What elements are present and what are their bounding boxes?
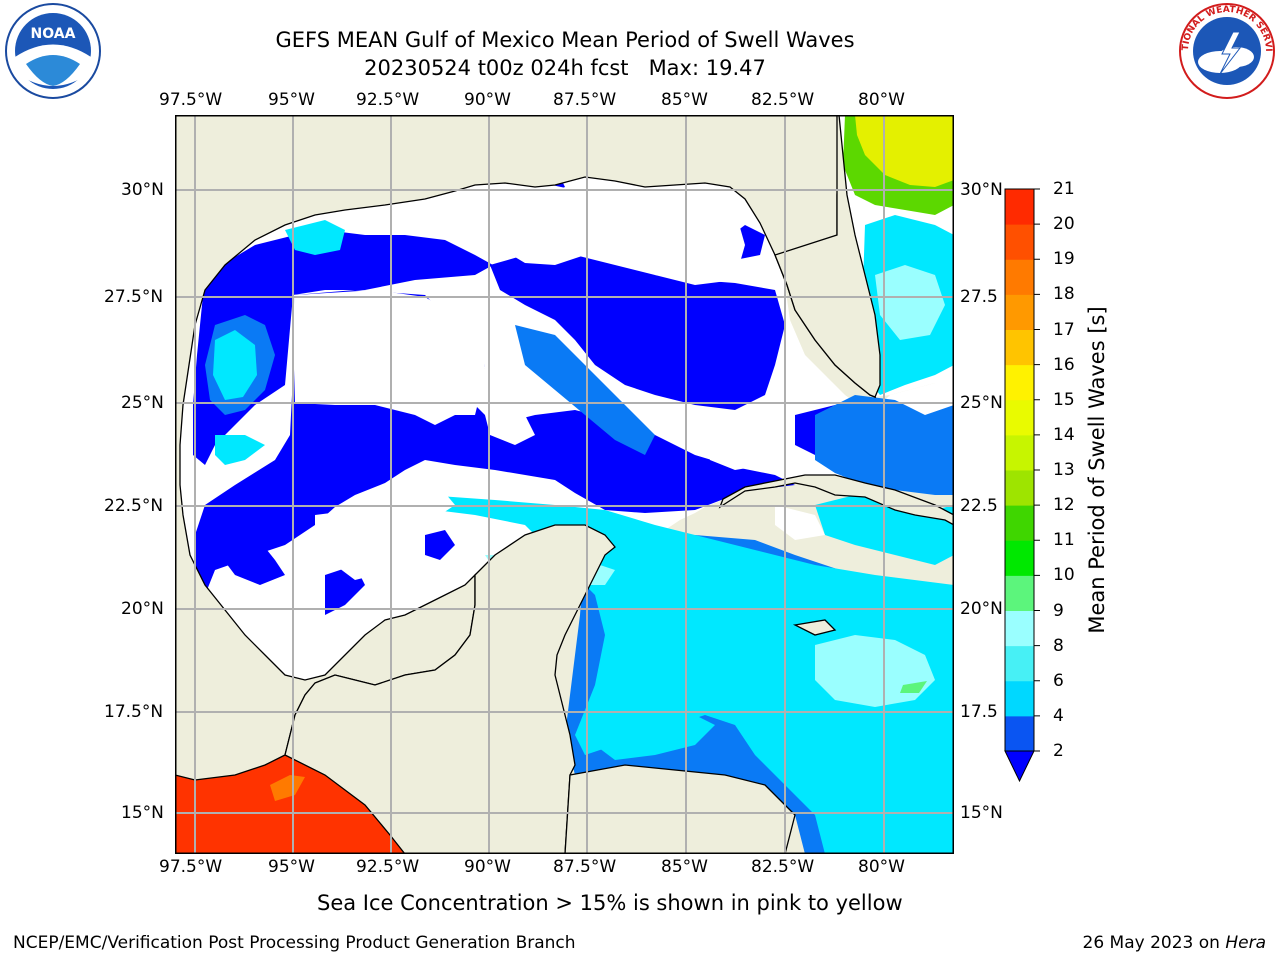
colorbar-box [1005,505,1034,541]
lon-tick-bottom-7: 82.5°W [751,857,815,877]
nws-logo: NATIONAL WEATHER SERVICE [1178,2,1275,99]
colorbar-tick-label: 18 [1053,284,1075,305]
colorbar-box [1005,224,1034,260]
colorbar-tick-label: 8 [1053,635,1064,656]
lon-tick-top-8: 80°W [858,90,905,110]
colorbar-box [1005,645,1034,682]
noaa-logo: NOAA [5,3,101,99]
lat-tick-right-4: 22.5 [960,496,998,516]
lon-tick-bottom-6: 85°W [661,857,708,877]
colorbar-tick-label: 19 [1053,249,1075,270]
colorbar-tick-label: 15 [1053,389,1075,410]
colorbar-box [1005,189,1034,225]
colorbar-label: Mean Period of Swell Waves [s] [1085,306,1109,634]
lon-tick-top-3: 92.5°W [356,90,420,110]
colorbar-box [1005,364,1034,401]
lat-tick-right-7: 15°N [960,803,1003,823]
ice-region-orange [270,775,305,801]
lon-tick-top-5: 87.5°W [553,90,617,110]
coastlines [175,115,954,854]
colorbar-box [1005,329,1034,366]
colorbar [1004,188,1040,783]
noaa-logo-text: NOAA [31,26,76,42]
colorbar-box [1005,434,1034,471]
colorbar-box [1005,294,1034,330]
lat-tick-right-3: 25°N [960,393,1003,413]
graticule [175,115,954,854]
footer-host: Hera [1225,933,1266,953]
lat-tick-left-3: 25°N [121,393,164,413]
colorbar-tick-label: 4 [1053,705,1064,726]
colorbar-box [1005,540,1034,576]
colorbar-tick-label: 9 [1053,600,1064,621]
footer-date-text: 26 May 2023 on [1082,933,1226,953]
lon-tick-top-1: 97.5°W [159,90,223,110]
lon-tick-bottom-2: 95°W [268,857,315,877]
colorbar-under-extension [1004,750,1035,783]
colorbar-box [1005,575,1034,611]
lat-tick-right-5: 20°N [960,599,1003,619]
colorbar-box [1005,399,1034,436]
lon-tick-bottom-3: 92.5°W [356,857,420,877]
colorbar-box [1005,470,1034,506]
colorbar-tick-label: 10 [1053,565,1075,586]
lat-tick-left-7: 15°N [121,803,164,823]
footer-credit: NCEP/EMC/Verification Post Processing Pr… [13,933,576,953]
ice-region [175,755,405,854]
lat-tick-right-1: 30°N [960,180,1003,200]
lat-tick-left-6: 17.5°N [104,702,164,722]
map-frame [175,115,954,854]
colorbar-tick-label: 11 [1053,530,1075,551]
colorbar-tick-label: 6 [1053,670,1064,691]
lat-tick-left-4: 22.5°N [104,496,164,516]
colorbar-tick-label: 2 [1053,741,1064,761]
lat-tick-left-2: 27.5°N [104,287,164,307]
colorbar-tick-label: 14 [1053,424,1075,445]
footer-date: 26 May 2023 on Hera [1083,933,1267,953]
colorbar-tick-label: 13 [1053,460,1075,480]
sea-ice-notice: Sea Ice Concentration > 15% is shown in … [317,891,903,915]
map-panel [175,115,954,854]
lat-tick-left-5: 20°N [121,599,164,619]
lon-tick-bottom-5: 87.5°W [553,857,617,877]
swell-field-greenpatch [900,681,927,693]
lat-tick-right-2: 27.5 [960,287,998,307]
lat-tick-right-6: 17.5 [960,702,998,722]
lat-tick-left-1: 30°N [121,180,164,200]
lon-tick-top-6: 85°W [661,90,708,110]
map-subtitle: 20230524 t00z 024h fcst Max: 19.47 [364,56,766,80]
swell-field-yellow [855,115,954,187]
colorbar-box [1005,259,1034,295]
colorbar-box [1005,715,1034,752]
colorbar-tick-label: 16 [1053,354,1075,375]
colorbar-tick-label: 20 [1053,214,1075,235]
lon-tick-top-4: 90°W [464,90,511,110]
lon-tick-bottom-8: 80°W [858,857,905,877]
colorbar-tick-label: 12 [1053,495,1075,516]
colorbar-tick-label: 21 [1053,179,1075,199]
map-title: GEFS MEAN Gulf of Mexico Mean Period of … [275,28,855,52]
colorbar-box [1005,610,1034,647]
lon-tick-bottom-1: 97.5°W [159,857,223,877]
lon-tick-top-7: 82.5°W [751,90,815,110]
lon-tick-bottom-4: 90°W [464,857,511,877]
colorbar-tick-label: 17 [1053,319,1075,340]
colorbar-box [1005,680,1034,717]
lon-tick-top-2: 95°W [268,90,315,110]
